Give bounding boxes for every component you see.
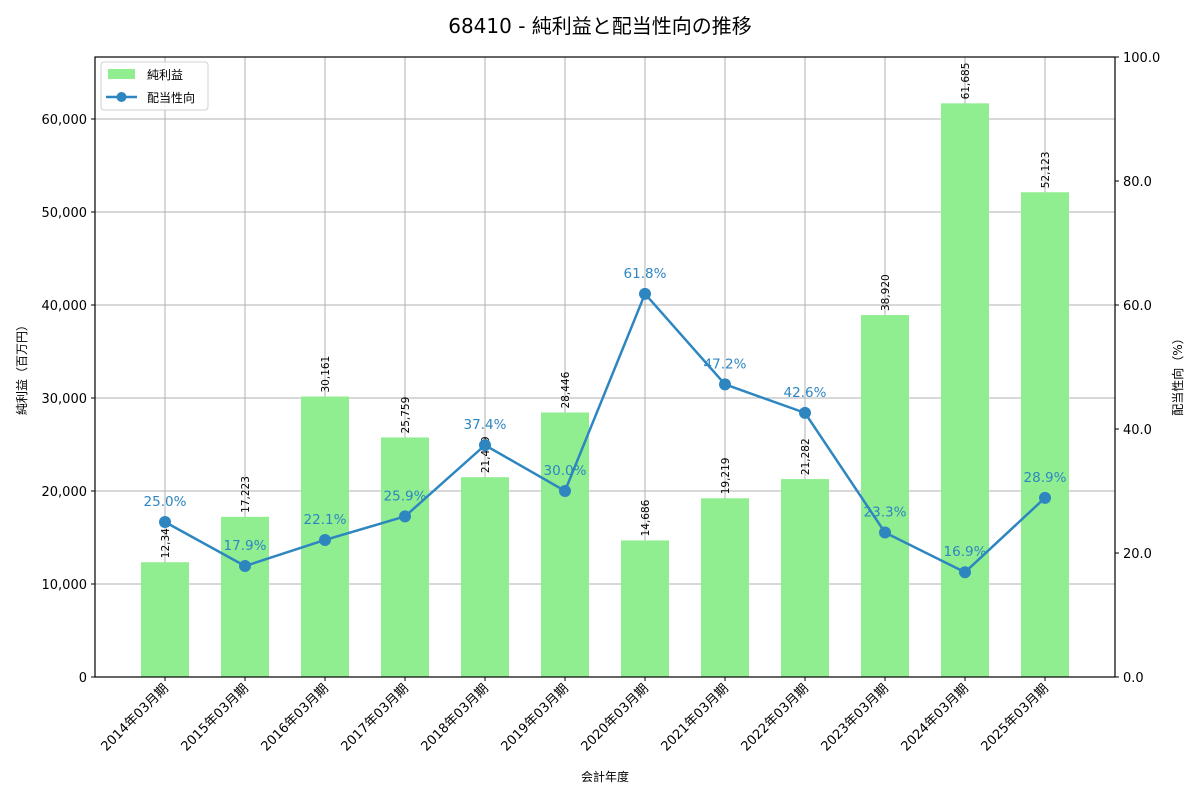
bar-value-label: 61,685	[960, 63, 972, 100]
line-value-label: 37.4%	[464, 417, 507, 433]
bar-value-label: 21,282	[800, 438, 812, 475]
bar	[1021, 192, 1069, 677]
x-tick-label: 2020年03月期	[579, 681, 652, 754]
line-value-label: 22.1%	[304, 512, 347, 528]
bar-series-net-income	[141, 103, 1069, 677]
x-tick-label: 2018年03月期	[419, 681, 492, 754]
line-point	[959, 566, 971, 579]
line-point	[879, 526, 891, 539]
line-value-label: 28.9%	[1024, 470, 1067, 486]
line-value-label: 47.2%	[704, 356, 747, 372]
legend-label-net-income: 純利益	[147, 68, 183, 82]
bar	[141, 562, 189, 677]
right-y-tick-label: 20.0	[1123, 547, 1152, 562]
line-value-label: 30.0%	[544, 463, 587, 479]
left-y-tick-label: 50,000	[42, 206, 88, 221]
line-point	[399, 510, 411, 523]
line-point	[319, 533, 331, 546]
bar-value-label: 25,759	[400, 397, 412, 434]
x-tick-label: 2017年03月期	[339, 681, 412, 754]
x-axis-label: 会計年度	[581, 769, 629, 784]
legend-label-payout-ratio: 配当性向	[147, 90, 195, 105]
x-axis-ticks: 2014年03月期 2015年03月期 2016年03月期 2017年03月期 2018…	[99, 677, 1052, 755]
bar-value-label: 19,219	[720, 458, 732, 495]
line-value-label: 25.0%	[144, 494, 187, 510]
bar	[221, 516, 269, 677]
bar-value-labels: 12,34117,22330,16125,75921,48928,44614,6…	[160, 63, 1052, 559]
right-y-axis-ticks: 0.0 20.0 40.0 60.0 80.0 100.0	[1115, 51, 1160, 686]
bar-value-label: 28,446	[560, 371, 572, 408]
x-tick-label: 2016年03月期	[259, 681, 332, 754]
left-y-tick-label: 60,000	[42, 113, 88, 128]
x-tick-label: 2014年03月期	[99, 681, 172, 754]
line-point	[159, 516, 171, 528]
right-y-axis-label: 配当性向（%）	[1170, 332, 1185, 415]
line-series-payout-ratio: 25.0% 17.9% 22.1% 25.9% 37.4% 30.0% 61.8% 47.2%…	[144, 266, 1067, 579]
bar-value-label: 38,920	[880, 274, 892, 311]
left-y-axis-label: 純利益（百万円）	[15, 319, 29, 415]
x-tick-label: 2015年03月期	[179, 681, 252, 754]
line-value-label: 17.9%	[224, 538, 267, 554]
left-y-tick-label: 30,000	[42, 392, 88, 407]
line-point	[239, 560, 251, 573]
line-point	[719, 378, 731, 391]
x-tick-label: 2022年03月期	[739, 681, 812, 754]
line-point	[559, 485, 571, 497]
x-tick-label: 2023年03月期	[819, 681, 892, 754]
x-tick-label: 2025年03月期	[979, 681, 1052, 754]
line-value-label: 61.8%	[624, 266, 667, 282]
left-y-tick-label: 40,000	[42, 299, 88, 314]
chart-title: 68410 - 純利益と配当性向の推移	[448, 14, 752, 38]
bar	[941, 103, 989, 677]
x-tick-label: 2019年03月期	[499, 681, 572, 754]
left-y-tick-label: 10,000	[42, 578, 88, 593]
line-value-label: 16.9%	[944, 544, 987, 560]
bar	[701, 498, 749, 677]
line-value-label: 23.3%	[864, 505, 907, 521]
right-y-tick-label: 60.0	[1123, 299, 1152, 314]
line-point	[479, 439, 491, 452]
bar	[541, 412, 589, 677]
legend-marker-line	[116, 92, 127, 102]
line-point	[1039, 491, 1051, 504]
bar	[461, 477, 509, 677]
x-tick-label: 2024年03月期	[899, 681, 972, 754]
bar	[861, 315, 909, 677]
left-y-tick-label: 0	[79, 671, 87, 686]
bar-value-label: 30,161	[320, 356, 332, 393]
left-y-tick-label: 20,000	[42, 485, 88, 500]
bar	[381, 437, 429, 677]
line-point	[799, 406, 811, 419]
bar-value-label: 17,223	[240, 476, 252, 513]
line-value-label: 42.6%	[784, 385, 827, 401]
right-y-tick-label: 0.0	[1123, 671, 1144, 686]
legend-swatch-bar	[108, 69, 135, 79]
bar-value-label: 52,123	[1040, 152, 1052, 189]
right-y-tick-label: 100.0	[1123, 51, 1160, 66]
line-value-label: 25.9%	[384, 488, 427, 504]
line-point	[639, 287, 651, 300]
right-y-tick-label: 40.0	[1123, 423, 1152, 438]
bar-value-label: 14,686	[640, 499, 652, 536]
bar	[781, 479, 829, 677]
legend: 純利益 配当性向	[100, 61, 209, 111]
right-y-tick-label: 80.0	[1123, 175, 1152, 190]
x-tick-label: 2021年03月期	[659, 681, 732, 754]
axes	[94, 56, 1116, 678]
left-y-axis-ticks: 0 10,000 20,000 30,000 40,000 50,000 60,000	[42, 113, 95, 686]
bar-value-label: 12,341	[160, 521, 172, 558]
bar	[621, 540, 669, 677]
